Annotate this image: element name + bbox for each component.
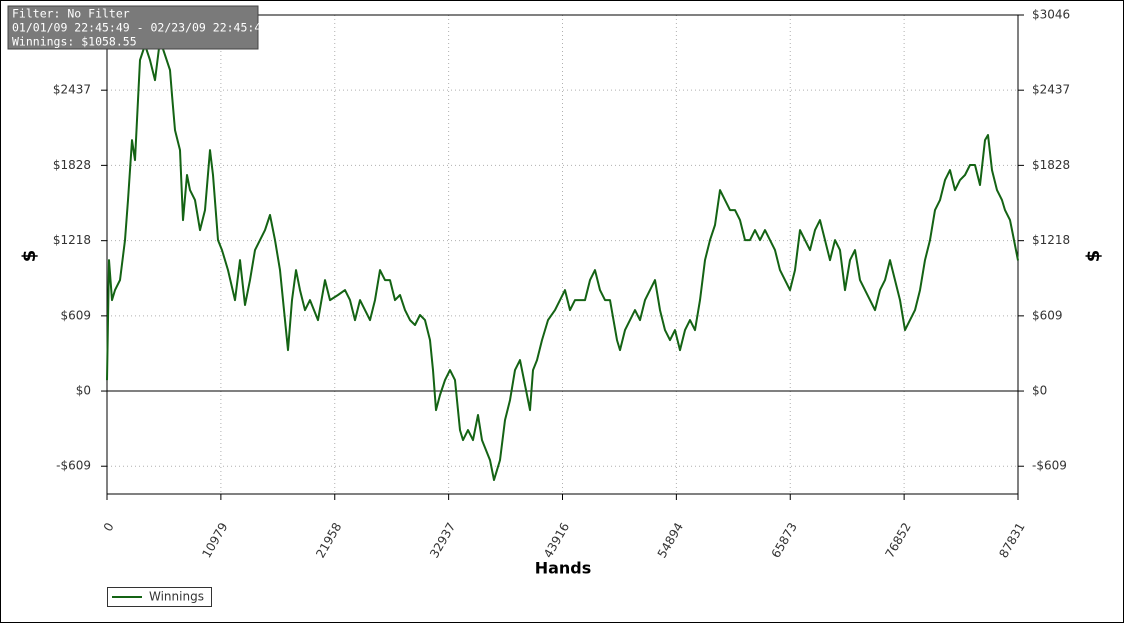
y2-tick-label: $1828 (1032, 158, 1070, 172)
y-tick-label: $2437 (53, 83, 91, 97)
y2-tick-label: $609 (1032, 308, 1063, 322)
y2-axis-title: $ (1083, 250, 1104, 263)
info-filter: Filter: No Filter (12, 7, 130, 21)
info-dates: 01/01/09 22:45:49 - 02/23/09 22:45:49 (12, 21, 268, 35)
y2-tick-label: $2437 (1032, 83, 1070, 97)
legend-box (107, 587, 212, 607)
y-axis-title: $ (19, 250, 40, 263)
y2-tick-label: $1218 (1032, 233, 1070, 247)
plot-border (106, 14, 1019, 495)
y-tick-label: $609 (60, 308, 91, 322)
x-axis-title: Hands (535, 559, 592, 578)
info-winnings: Winnings: $1058.55 (12, 35, 137, 49)
y-tick-label: $1218 (53, 233, 91, 247)
y2-tick-label: $0 (1032, 384, 1047, 398)
series-line (106, 39, 1019, 481)
y-tick-label: $0 (76, 384, 91, 398)
info-box: Filter: No Filter 01/01/09 22:45:49 - 02… (7, 5, 268, 50)
legend-label: Winnings (149, 590, 204, 604)
y2-tick-label: -$609 (1032, 459, 1067, 473)
legend: Winnings (107, 587, 212, 607)
y2-tick-label: $3046 (1032, 8, 1070, 22)
y-tick-label: -$609 (56, 459, 91, 473)
info-box-bg (7, 5, 259, 50)
y-tick-label: $1828 (53, 158, 91, 172)
